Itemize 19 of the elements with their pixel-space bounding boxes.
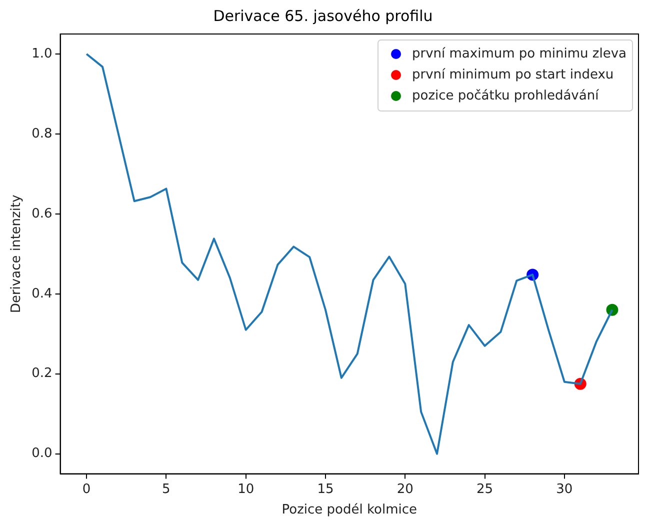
y-tick-label: 0.0 (32, 446, 52, 462)
x-tick-label: 30 (556, 482, 573, 497)
x-tick-label: 0 (82, 482, 91, 497)
chart-title: Derivace 65. jasového profilu (213, 6, 433, 25)
y-tick-label: 0.8 (32, 126, 52, 142)
y-tick-label: 0.4 (32, 286, 52, 302)
y-tick-label: 1.0 (32, 46, 52, 62)
legend-label: pozice počátku prohledávání (412, 88, 600, 104)
y-tick-label: 0.6 (32, 206, 52, 222)
y-axis-title: Derivace intenzity (9, 194, 24, 314)
x-tick-label: 5 (162, 482, 170, 497)
y-tick-label: 0.2 (32, 366, 52, 382)
x-tick-label: 15 (317, 482, 334, 497)
legend-label: první minimum po start indexu (412, 67, 614, 82)
x-tick-label: 25 (476, 482, 494, 497)
legend-label: první maximum po minimu zleva (412, 46, 626, 62)
x-axis-title: Pozice podél kolmice (282, 502, 418, 518)
x-tick-label: 20 (396, 482, 414, 497)
x-tick-label: 10 (238, 482, 254, 497)
